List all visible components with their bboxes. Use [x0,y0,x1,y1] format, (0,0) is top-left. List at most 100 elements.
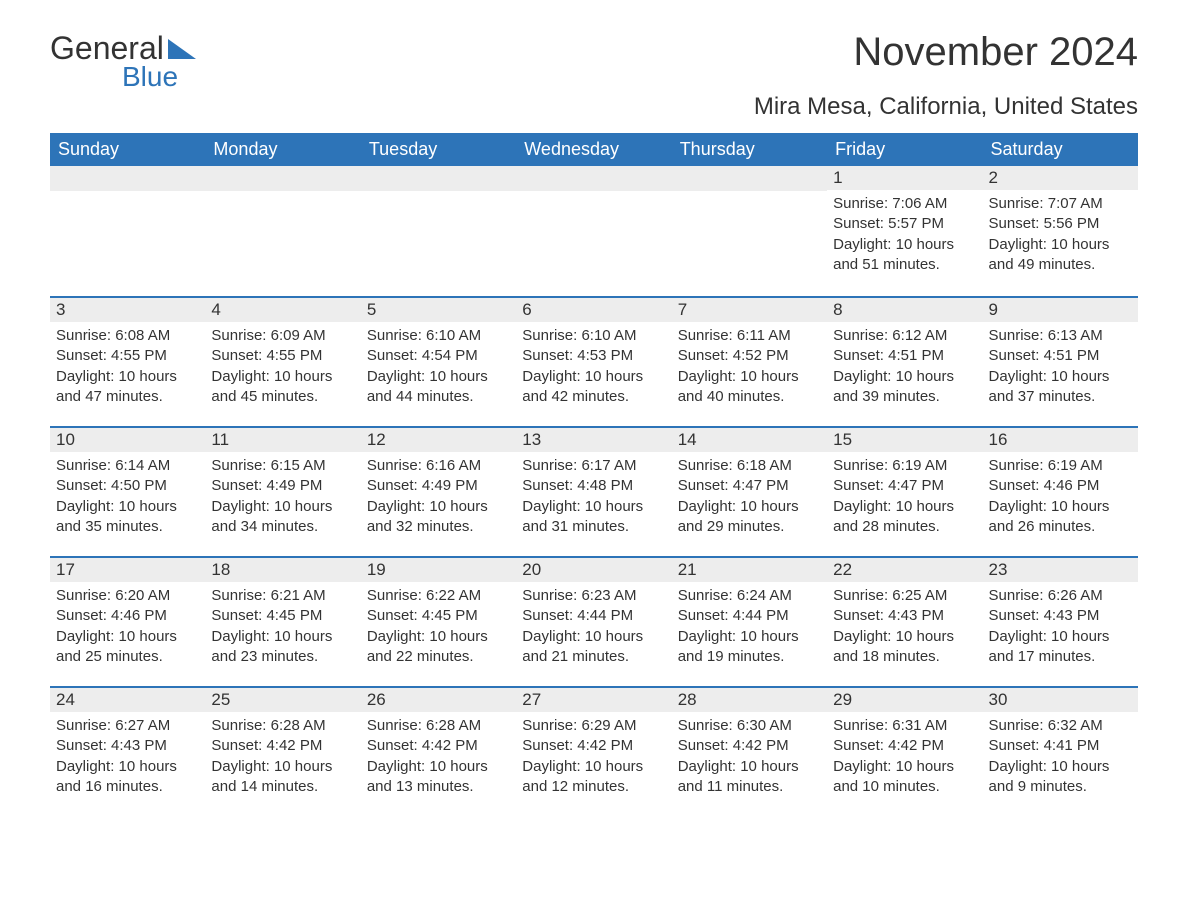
sunrise-text: Sunrise: 6:20 AM [56,586,199,606]
day-number: 26 [361,688,516,712]
day-cell: 27Sunrise: 6:29 AMSunset: 4:42 PMDayligh… [516,688,671,816]
day-cell: 26Sunrise: 6:28 AMSunset: 4:42 PMDayligh… [361,688,516,816]
day-details: Sunrise: 6:22 AMSunset: 4:45 PMDaylight:… [361,582,516,677]
daylight-text: Daylight: 10 hours and 13 minutes. [367,757,510,798]
day-details: Sunrise: 6:13 AMSunset: 4:51 PMDaylight:… [983,322,1138,417]
sunrise-text: Sunrise: 6:31 AM [833,716,976,736]
daylight-text: Daylight: 10 hours and 9 minutes. [989,757,1132,798]
day-header: Monday [205,133,360,166]
day-details: Sunrise: 6:26 AMSunset: 4:43 PMDaylight:… [983,582,1138,677]
day-cell [361,166,516,296]
day-cell: 1Sunrise: 7:06 AMSunset: 5:57 PMDaylight… [827,166,982,296]
day-cell: 20Sunrise: 6:23 AMSunset: 4:44 PMDayligh… [516,558,671,686]
day-details: Sunrise: 6:28 AMSunset: 4:42 PMDaylight:… [361,712,516,807]
day-details: Sunrise: 6:11 AMSunset: 4:52 PMDaylight:… [672,322,827,417]
sunset-text: Sunset: 4:43 PM [56,736,199,756]
sunset-text: Sunset: 4:42 PM [522,736,665,756]
sunset-text: Sunset: 4:41 PM [989,736,1132,756]
sunset-text: Sunset: 4:50 PM [56,476,199,496]
daylight-text: Daylight: 10 hours and 35 minutes. [56,497,199,538]
sunrise-text: Sunrise: 6:19 AM [989,456,1132,476]
day-header: Sunday [50,133,205,166]
day-details: Sunrise: 6:15 AMSunset: 4:49 PMDaylight:… [205,452,360,547]
daylight-text: Daylight: 10 hours and 16 minutes. [56,757,199,798]
day-details: Sunrise: 7:07 AMSunset: 5:56 PMDaylight:… [983,190,1138,285]
day-number: 9 [983,298,1138,322]
sunset-text: Sunset: 4:53 PM [522,346,665,366]
day-details: Sunrise: 6:19 AMSunset: 4:47 PMDaylight:… [827,452,982,547]
sunset-text: Sunset: 4:44 PM [522,606,665,626]
day-cell: 29Sunrise: 6:31 AMSunset: 4:42 PMDayligh… [827,688,982,816]
sunrise-text: Sunrise: 6:11 AM [678,326,821,346]
week-row: 3Sunrise: 6:08 AMSunset: 4:55 PMDaylight… [50,296,1138,426]
logo: General Blue [50,30,196,93]
empty-day [516,166,671,191]
day-details: Sunrise: 6:17 AMSunset: 4:48 PMDaylight:… [516,452,671,547]
sunset-text: Sunset: 4:49 PM [211,476,354,496]
sunset-text: Sunset: 4:48 PM [522,476,665,496]
day-cell: 24Sunrise: 6:27 AMSunset: 4:43 PMDayligh… [50,688,205,816]
daylight-text: Daylight: 10 hours and 19 minutes. [678,627,821,668]
sunrise-text: Sunrise: 6:30 AM [678,716,821,736]
sunset-text: Sunset: 4:42 PM [833,736,976,756]
day-number: 19 [361,558,516,582]
day-cell: 22Sunrise: 6:25 AMSunset: 4:43 PMDayligh… [827,558,982,686]
sunrise-text: Sunrise: 6:19 AM [833,456,976,476]
daylight-text: Daylight: 10 hours and 40 minutes. [678,367,821,408]
sunset-text: Sunset: 4:55 PM [211,346,354,366]
day-number: 27 [516,688,671,712]
sunset-text: Sunset: 5:56 PM [989,214,1132,234]
day-header: Wednesday [516,133,671,166]
sunset-text: Sunset: 4:47 PM [833,476,976,496]
sunset-text: Sunset: 4:49 PM [367,476,510,496]
day-header: Tuesday [361,133,516,166]
day-details: Sunrise: 6:28 AMSunset: 4:42 PMDaylight:… [205,712,360,807]
sunset-text: Sunset: 4:43 PM [989,606,1132,626]
day-number: 15 [827,428,982,452]
day-number: 21 [672,558,827,582]
day-header: Saturday [983,133,1138,166]
sunrise-text: Sunrise: 6:15 AM [211,456,354,476]
day-number: 20 [516,558,671,582]
sunrise-text: Sunrise: 6:10 AM [367,326,510,346]
daylight-text: Daylight: 10 hours and 47 minutes. [56,367,199,408]
sunset-text: Sunset: 4:45 PM [367,606,510,626]
day-details: Sunrise: 6:21 AMSunset: 4:45 PMDaylight:… [205,582,360,677]
header: General Blue November 2024 Mira Mesa, Ca… [50,30,1138,121]
empty-day [361,166,516,191]
day-cell: 13Sunrise: 6:17 AMSunset: 4:48 PMDayligh… [516,428,671,556]
daylight-text: Daylight: 10 hours and 51 minutes. [833,235,976,276]
day-details: Sunrise: 6:18 AMSunset: 4:47 PMDaylight:… [672,452,827,547]
daylight-text: Daylight: 10 hours and 18 minutes. [833,627,976,668]
day-details: Sunrise: 6:32 AMSunset: 4:41 PMDaylight:… [983,712,1138,807]
day-number: 6 [516,298,671,322]
sunset-text: Sunset: 4:44 PM [678,606,821,626]
day-details: Sunrise: 6:10 AMSunset: 4:54 PMDaylight:… [361,322,516,417]
day-cell [50,166,205,296]
empty-day [50,166,205,191]
day-details: Sunrise: 6:29 AMSunset: 4:42 PMDaylight:… [516,712,671,807]
sunset-text: Sunset: 4:55 PM [56,346,199,366]
daylight-text: Daylight: 10 hours and 34 minutes. [211,497,354,538]
sunrise-text: Sunrise: 7:06 AM [833,194,976,214]
sunset-text: Sunset: 4:42 PM [678,736,821,756]
daylight-text: Daylight: 10 hours and 11 minutes. [678,757,821,798]
day-cell: 5Sunrise: 6:10 AMSunset: 4:54 PMDaylight… [361,298,516,426]
day-header-row: SundayMondayTuesdayWednesdayThursdayFrid… [50,133,1138,166]
day-number: 17 [50,558,205,582]
day-cell: 9Sunrise: 6:13 AMSunset: 4:51 PMDaylight… [983,298,1138,426]
empty-day [205,166,360,191]
daylight-text: Daylight: 10 hours and 28 minutes. [833,497,976,538]
sunrise-text: Sunrise: 6:26 AM [989,586,1132,606]
month-title: November 2024 [754,30,1138,75]
sunrise-text: Sunrise: 6:13 AM [989,326,1132,346]
day-number: 4 [205,298,360,322]
sunset-text: Sunset: 4:54 PM [367,346,510,366]
day-cell: 16Sunrise: 6:19 AMSunset: 4:46 PMDayligh… [983,428,1138,556]
day-number: 1 [827,166,982,190]
sunrise-text: Sunrise: 6:28 AM [367,716,510,736]
sunset-text: Sunset: 4:52 PM [678,346,821,366]
sunset-text: Sunset: 4:45 PM [211,606,354,626]
sunrise-text: Sunrise: 6:28 AM [211,716,354,736]
sunset-text: Sunset: 4:51 PM [833,346,976,366]
